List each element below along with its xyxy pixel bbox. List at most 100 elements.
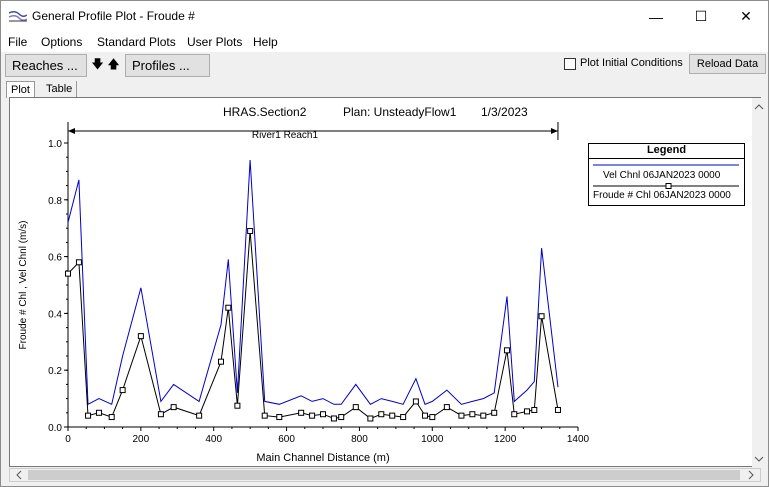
froude-point — [443, 404, 450, 411]
froude-point — [320, 411, 326, 418]
legend-line-froude — [593, 183, 739, 189]
froude-point — [367, 415, 374, 422]
y-tick-label: 0.8 — [48, 196, 62, 207]
title-bar[interactable]: General Profile Plot - Froude # — ☐ ✕ — [1, 1, 768, 32]
froude-point — [225, 304, 232, 311]
legend-line-vel — [593, 164, 739, 166]
froude-point — [218, 358, 224, 365]
reach-arrow-left — [68, 128, 75, 134]
x-tick-label: 600 — [278, 434, 295, 445]
froude-point — [85, 412, 92, 419]
froude-point — [330, 415, 337, 422]
legend-label-vel: Vel Chnl 06JAN2023 0000 — [603, 170, 721, 181]
froude-point — [511, 411, 518, 418]
menu-user-plots[interactable]: User Plots — [187, 35, 243, 49]
scroll-down-icon[interactable] — [752, 452, 766, 466]
x-tick-label: 1200 — [494, 434, 517, 445]
froude-point — [170, 404, 177, 411]
minimize-button[interactable]: — — [633, 1, 679, 32]
x-tick-label: 400 — [205, 434, 222, 445]
plot-initial-conditions-checkbox[interactable] — [564, 58, 576, 70]
x-tick-label: 200 — [133, 434, 150, 445]
tab-plot[interactable]: Plot — [6, 81, 35, 98]
y-axis-label: Froude # Chl , Vel Chnl (m/s) — [18, 221, 29, 350]
x-tick-label: 800 — [351, 434, 368, 445]
froude-point — [554, 406, 561, 413]
froude-point — [480, 412, 487, 419]
scroll-up-icon[interactable] — [752, 100, 766, 114]
froude-point — [157, 411, 164, 418]
froude-point — [65, 270, 71, 277]
froude-point — [503, 347, 510, 354]
froude-point — [352, 404, 359, 411]
froude-point — [298, 409, 305, 416]
froude-point — [412, 398, 419, 405]
scroll-right-icon[interactable] — [744, 469, 758, 481]
maximize-button[interactable]: ☐ — [678, 1, 724, 32]
froude-point — [119, 387, 126, 394]
menu-bar: File Options Standard Plots User Plots H… — [1, 32, 768, 52]
froude-point — [469, 411, 476, 418]
scroll-left-icon[interactable] — [12, 469, 26, 481]
window-title: General Profile Plot - Froude # — [32, 9, 195, 23]
legend-title: Legend — [589, 144, 744, 159]
series-line-vel-chnl — [67, 159, 559, 406]
froude-point — [538, 313, 545, 320]
vertical-scrollbar[interactable] — [752, 98, 766, 468]
froude-point — [491, 409, 498, 416]
horizontal-scrollbar[interactable] — [9, 468, 761, 482]
froude-point — [108, 414, 115, 421]
froude-point — [531, 406, 538, 413]
froude-point — [137, 333, 144, 340]
reach-label: River1 Reach1 — [252, 130, 319, 141]
y-tick-label: 0.4 — [48, 309, 62, 320]
froude-point — [95, 409, 102, 416]
froude-point — [378, 411, 385, 418]
reload-data-button[interactable]: Reload Data — [689, 54, 766, 74]
menu-standard-plots[interactable]: Standard Plots — [97, 35, 176, 49]
arrow-up-icon: 🡅 — [107, 57, 120, 71]
x-tick-label: 1000 — [421, 434, 444, 445]
down-arrow-button[interactable]: 🡇 — [90, 55, 105, 76]
up-arrow-button[interactable]: 🡅 — [106, 55, 121, 76]
series-line-froude — [67, 230, 559, 420]
froude-point — [309, 412, 316, 419]
hecras-app-icon — [9, 10, 27, 22]
x-tick-label: 0 — [65, 434, 71, 445]
froude-point — [338, 414, 345, 421]
close-button[interactable]: ✕ — [723, 1, 769, 32]
froude-point — [458, 412, 465, 419]
x-tick-label: 1400 — [567, 434, 590, 445]
menu-help[interactable]: Help — [253, 35, 278, 49]
toolbar: Reaches ... 🡇 🡅 Profiles ... — [1, 52, 768, 80]
scroll-thumb[interactable] — [28, 470, 740, 480]
tab-table[interactable]: Table — [42, 81, 78, 98]
froude-point — [196, 412, 203, 419]
reach-arrow-right — [550, 128, 558, 134]
y-tick-label: 0.0 — [48, 423, 62, 434]
froude-point — [400, 414, 407, 421]
legend: Legend Vel Chnl 06JAN2023 0000 Froude # … — [588, 143, 745, 206]
froude-point — [276, 414, 283, 421]
froude-point — [247, 228, 254, 235]
legend-label-froude: Froude # Chl 06JAN2023 0000 — [593, 190, 731, 201]
profile-chart: HRAS.Section2 Plan: UnsteadyFlow1 1/3/2023… — [18, 105, 590, 464]
froude-point — [429, 414, 436, 421]
profiles-button[interactable]: Profiles ... — [125, 54, 210, 77]
close-icon: ✕ — [740, 8, 752, 24]
reaches-button[interactable]: Reaches ... — [5, 54, 87, 77]
chart-title-date: 1/3/2023 — [481, 105, 528, 119]
maximize-icon: ☐ — [694, 8, 708, 24]
menu-file[interactable]: File — [8, 35, 28, 49]
chart-title-plan: Plan: UnsteadyFlow1 — [343, 105, 457, 119]
x-axis-label: Main Channel Distance (m) — [256, 452, 389, 464]
chart-title-section: HRAS.Section2 — [223, 105, 307, 119]
froude-point — [524, 408, 530, 415]
menu-options[interactable]: Options — [41, 35, 83, 49]
froude-point — [75, 259, 82, 266]
froude-point — [422, 412, 428, 419]
y-tick-label: 0.2 — [48, 366, 62, 377]
minimize-icon: — — [649, 8, 663, 25]
y-tick-label: 0.6 — [48, 253, 62, 264]
